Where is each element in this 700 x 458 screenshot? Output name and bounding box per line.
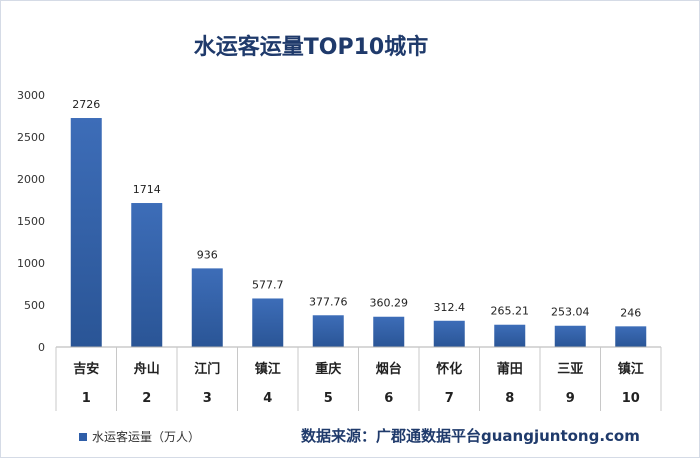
x-category-label: 三亚 [557, 362, 583, 377]
x-rank-label: 3 [203, 391, 212, 406]
legend: 水运客运量（万人） [79, 428, 200, 445]
y-tick-label: 0 [38, 341, 45, 354]
bar-value-label: 265.21 [491, 305, 530, 318]
y-tick-label: 2000 [17, 173, 45, 186]
x-rank-label: 4 [263, 391, 272, 406]
legend-swatch [79, 432, 87, 441]
y-tick-label: 1500 [17, 215, 45, 228]
x-category-label: 烟台 [376, 361, 402, 377]
bar-value-label: 1714 [133, 183, 161, 196]
x-rank-label: 6 [384, 391, 393, 406]
x-category-label: 镇江 [255, 361, 281, 377]
y-tick-label: 1000 [17, 257, 45, 270]
bar-value-label: 360.29 [370, 297, 409, 310]
source-text: 数据来源：广郡通数据平台guangjuntong.com [301, 427, 640, 445]
bar [433, 320, 465, 347]
bar-value-label: 253.04 [551, 306, 590, 319]
bar-value-label: 2726 [72, 98, 100, 111]
bar [70, 118, 102, 348]
bar-value-label: 377.76 [309, 295, 348, 308]
bar-value-label: 936 [197, 248, 218, 261]
bar-value-label: 246 [620, 306, 641, 319]
bar [615, 326, 647, 347]
x-rank-label: 5 [324, 391, 333, 406]
x-rank-label: 10 [622, 391, 640, 406]
x-category-label: 江门 [194, 361, 220, 377]
bar [554, 325, 586, 347]
chart-title: 水运客运量TOP10城市 [193, 35, 429, 60]
x-rank-label: 9 [566, 391, 575, 406]
x-category-label: 吉安 [73, 361, 99, 377]
x-category-label: 重庆 [315, 361, 341, 377]
bar-value-label: 312.4 [434, 301, 466, 314]
legend-label: 水运客运量（万人） [92, 430, 201, 444]
bar [373, 316, 405, 347]
x-rank-label: 8 [505, 391, 514, 406]
y-tick-label: 3000 [17, 89, 45, 102]
x-category-label: 镇江 [618, 361, 644, 377]
bar [494, 324, 526, 347]
bar [191, 268, 223, 347]
y-tick-label: 500 [24, 299, 45, 312]
x-rank-label: 1 [82, 391, 91, 406]
x-category-label: 怀化 [436, 361, 462, 377]
x-rank-label: 2 [142, 391, 151, 406]
bar [252, 298, 284, 347]
bar-value-label: 577.7 [252, 278, 284, 291]
y-tick-label: 2500 [17, 131, 45, 144]
x-category-label: 莆田 [497, 361, 523, 377]
bar [131, 203, 163, 347]
bar [312, 315, 344, 347]
x-category-label: 舟山 [134, 361, 160, 377]
x-rank-label: 7 [445, 391, 454, 406]
